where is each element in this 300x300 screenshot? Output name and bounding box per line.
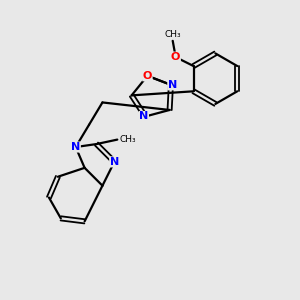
Text: CH₃: CH₃ [120,135,136,144]
Text: O: O [171,52,180,62]
Text: N: N [168,80,177,90]
Text: O: O [143,71,152,81]
Text: N: N [71,142,80,152]
Text: CH₃: CH₃ [164,30,181,39]
Text: N: N [110,157,119,167]
Text: N: N [139,112,148,122]
